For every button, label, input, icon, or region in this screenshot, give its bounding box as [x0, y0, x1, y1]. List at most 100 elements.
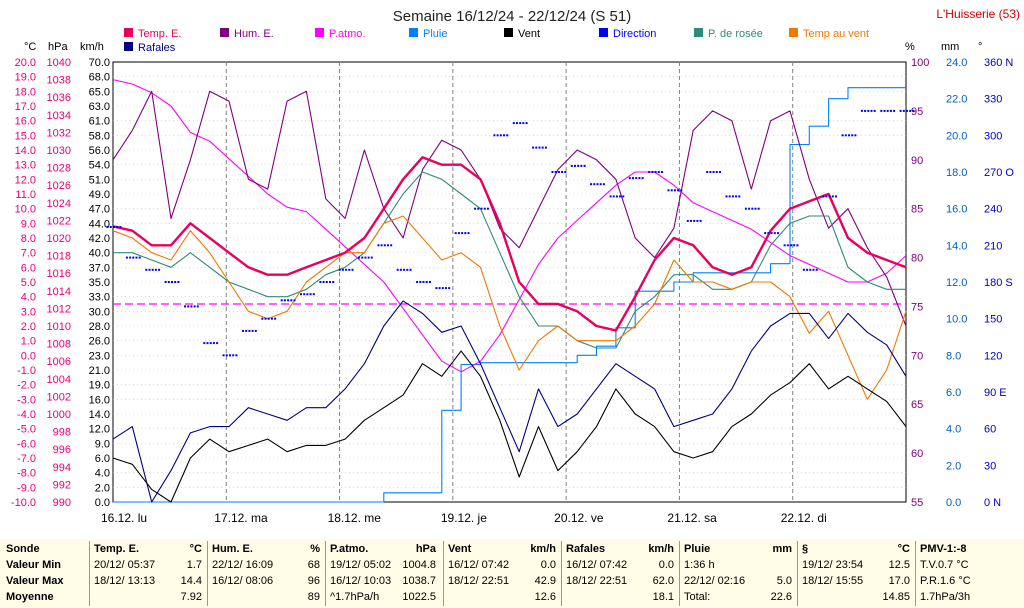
- direction-point: [454, 232, 457, 235]
- direction-point: [390, 244, 393, 247]
- direction-point: [109, 226, 112, 228]
- stats-row-label: 20/12/ 05:37: [94, 559, 156, 571]
- temp-tick-label: 3.0: [21, 306, 36, 318]
- direction-point: [809, 268, 812, 271]
- stats-col-sect: § °C 19/12/ 23:54 18/12/ 15:55 12.5 17.0 14.85: [802, 539, 914, 608]
- stats-col-pmv: PMV-1:-8 T.V.0.7 °C P.R.1.6 °C 1.7hPa/3h: [920, 539, 1020, 608]
- dir-unit: °: [978, 41, 982, 53]
- direction-point: [203, 342, 206, 345]
- temp-tick-label: 0.0: [21, 350, 36, 362]
- wind-tick-label: 68.0: [89, 72, 110, 84]
- stats-unit: km/h: [530, 543, 556, 555]
- direction-point: [245, 329, 248, 332]
- direction-point: [212, 342, 215, 345]
- direction-point: [880, 109, 883, 112]
- direction-point: [196, 305, 199, 308]
- wind-tick-label: 4.0: [95, 468, 110, 480]
- direction-point: [319, 281, 322, 283]
- direction-point: [158, 268, 161, 271]
- chart-grid: [112, 61, 907, 503]
- stats-value: 14.4: [180, 575, 202, 587]
- stats-col-vent: Vent km/h 16/12/ 07:42 18/12/ 22:51 0.0 42.9 1…: [448, 539, 560, 608]
- stats-value: 5.0: [776, 575, 792, 587]
- direction-point: [648, 171, 651, 173]
- press-tick-label: 1020: [47, 233, 71, 245]
- direction-point: [345, 268, 348, 271]
- direction-point: [145, 268, 148, 271]
- direction-point: [831, 195, 834, 198]
- press-tick-label: 1030: [47, 145, 71, 157]
- dir-tick-label: 60: [984, 424, 996, 436]
- stats-value: 1022.5: [402, 591, 436, 603]
- hum-tick-label: 65: [911, 399, 923, 411]
- rain-tick-label: 24.0: [946, 57, 967, 69]
- weather-chart: Semaine 16/12/24 - 22/12/24 (S 51) L'Hui…: [11, 7, 1020, 525]
- direction-point: [274, 317, 277, 320]
- rain-tick-label: 0.0: [946, 497, 961, 509]
- temp-tick-label: -8.0: [17, 468, 36, 480]
- dir-tick-label: 0 N: [984, 497, 1001, 509]
- direction-point: [641, 177, 644, 180]
- direction-point: [886, 109, 889, 112]
- stats-value: 1038.7: [402, 575, 436, 587]
- legend-label: Pluie: [423, 28, 447, 40]
- hum-tick-label: 70: [911, 350, 923, 362]
- press-tick-label: 1010: [47, 321, 71, 333]
- direction-point: [493, 134, 496, 137]
- chart-series: [106, 79, 915, 503]
- direction-point: [635, 177, 638, 180]
- temp-unit: °C: [24, 41, 36, 53]
- stats-value: 62.0: [652, 575, 674, 587]
- direction-point: [464, 232, 467, 235]
- direction-point: [873, 109, 876, 112]
- stats-row-label: Moyenne: [6, 591, 54, 603]
- series-line-temp-au-vent: [112, 215, 907, 400]
- temp-tick-label: 12.0: [15, 174, 36, 186]
- stats-value: 18.1: [652, 591, 674, 603]
- rain-tick-label: 6.0: [946, 387, 961, 399]
- direction-point: [728, 195, 731, 198]
- legend-swatch: [504, 28, 513, 37]
- temp-tick-label: 7.0: [21, 248, 36, 260]
- stats-value: 22.6: [770, 591, 792, 603]
- direction-point: [841, 134, 844, 137]
- press-tick-label: 1026: [47, 180, 71, 192]
- temp-tick-label: -10.0: [11, 497, 36, 509]
- direction-point: [796, 244, 799, 247]
- wind-tick-label: 0.0: [95, 497, 110, 509]
- stats-value: 42.9: [534, 575, 556, 587]
- stats-separator: [89, 541, 90, 606]
- direction-point: [171, 281, 173, 283]
- rain-tick-label: 8.0: [946, 350, 961, 362]
- stats-value: 7.92: [180, 591, 202, 603]
- direction-point: [119, 226, 122, 228]
- stats-separator: [679, 541, 680, 606]
- direction-point: [525, 122, 528, 125]
- direction-point: [532, 146, 535, 149]
- stats-row-label: 19/12/ 23:54: [802, 559, 864, 571]
- rain-tick-label: 18.0: [946, 167, 967, 179]
- wind-tick-label: 26.0: [89, 336, 110, 348]
- direction-point: [544, 146, 547, 149]
- direction-point: [541, 146, 544, 149]
- direction-point: [767, 232, 770, 235]
- wind-tick-label: 51.0: [89, 174, 110, 186]
- legend-swatch: [599, 28, 608, 37]
- direction-point: [564, 171, 567, 173]
- temp-tick-label: -3.0: [17, 394, 36, 406]
- direction-point: [848, 134, 850, 137]
- series-line-temp-e-: [112, 156, 907, 332]
- direction-point: [406, 268, 409, 271]
- direction-point: [148, 268, 151, 271]
- dir-tick-label: 240: [984, 204, 1002, 216]
- direction-point: [893, 109, 896, 112]
- dir-tick-label: 90 E: [984, 387, 1007, 399]
- direction-point: [338, 268, 341, 271]
- direction-point: [477, 207, 480, 210]
- temp-tick-label: -7.0: [17, 453, 36, 465]
- temp-tick-label: -6.0: [17, 438, 36, 450]
- direction-point: [693, 219, 696, 222]
- direction-point: [906, 109, 908, 112]
- press-tick-label: 1036: [47, 92, 71, 104]
- wind-tick-label: 28.0: [89, 321, 110, 333]
